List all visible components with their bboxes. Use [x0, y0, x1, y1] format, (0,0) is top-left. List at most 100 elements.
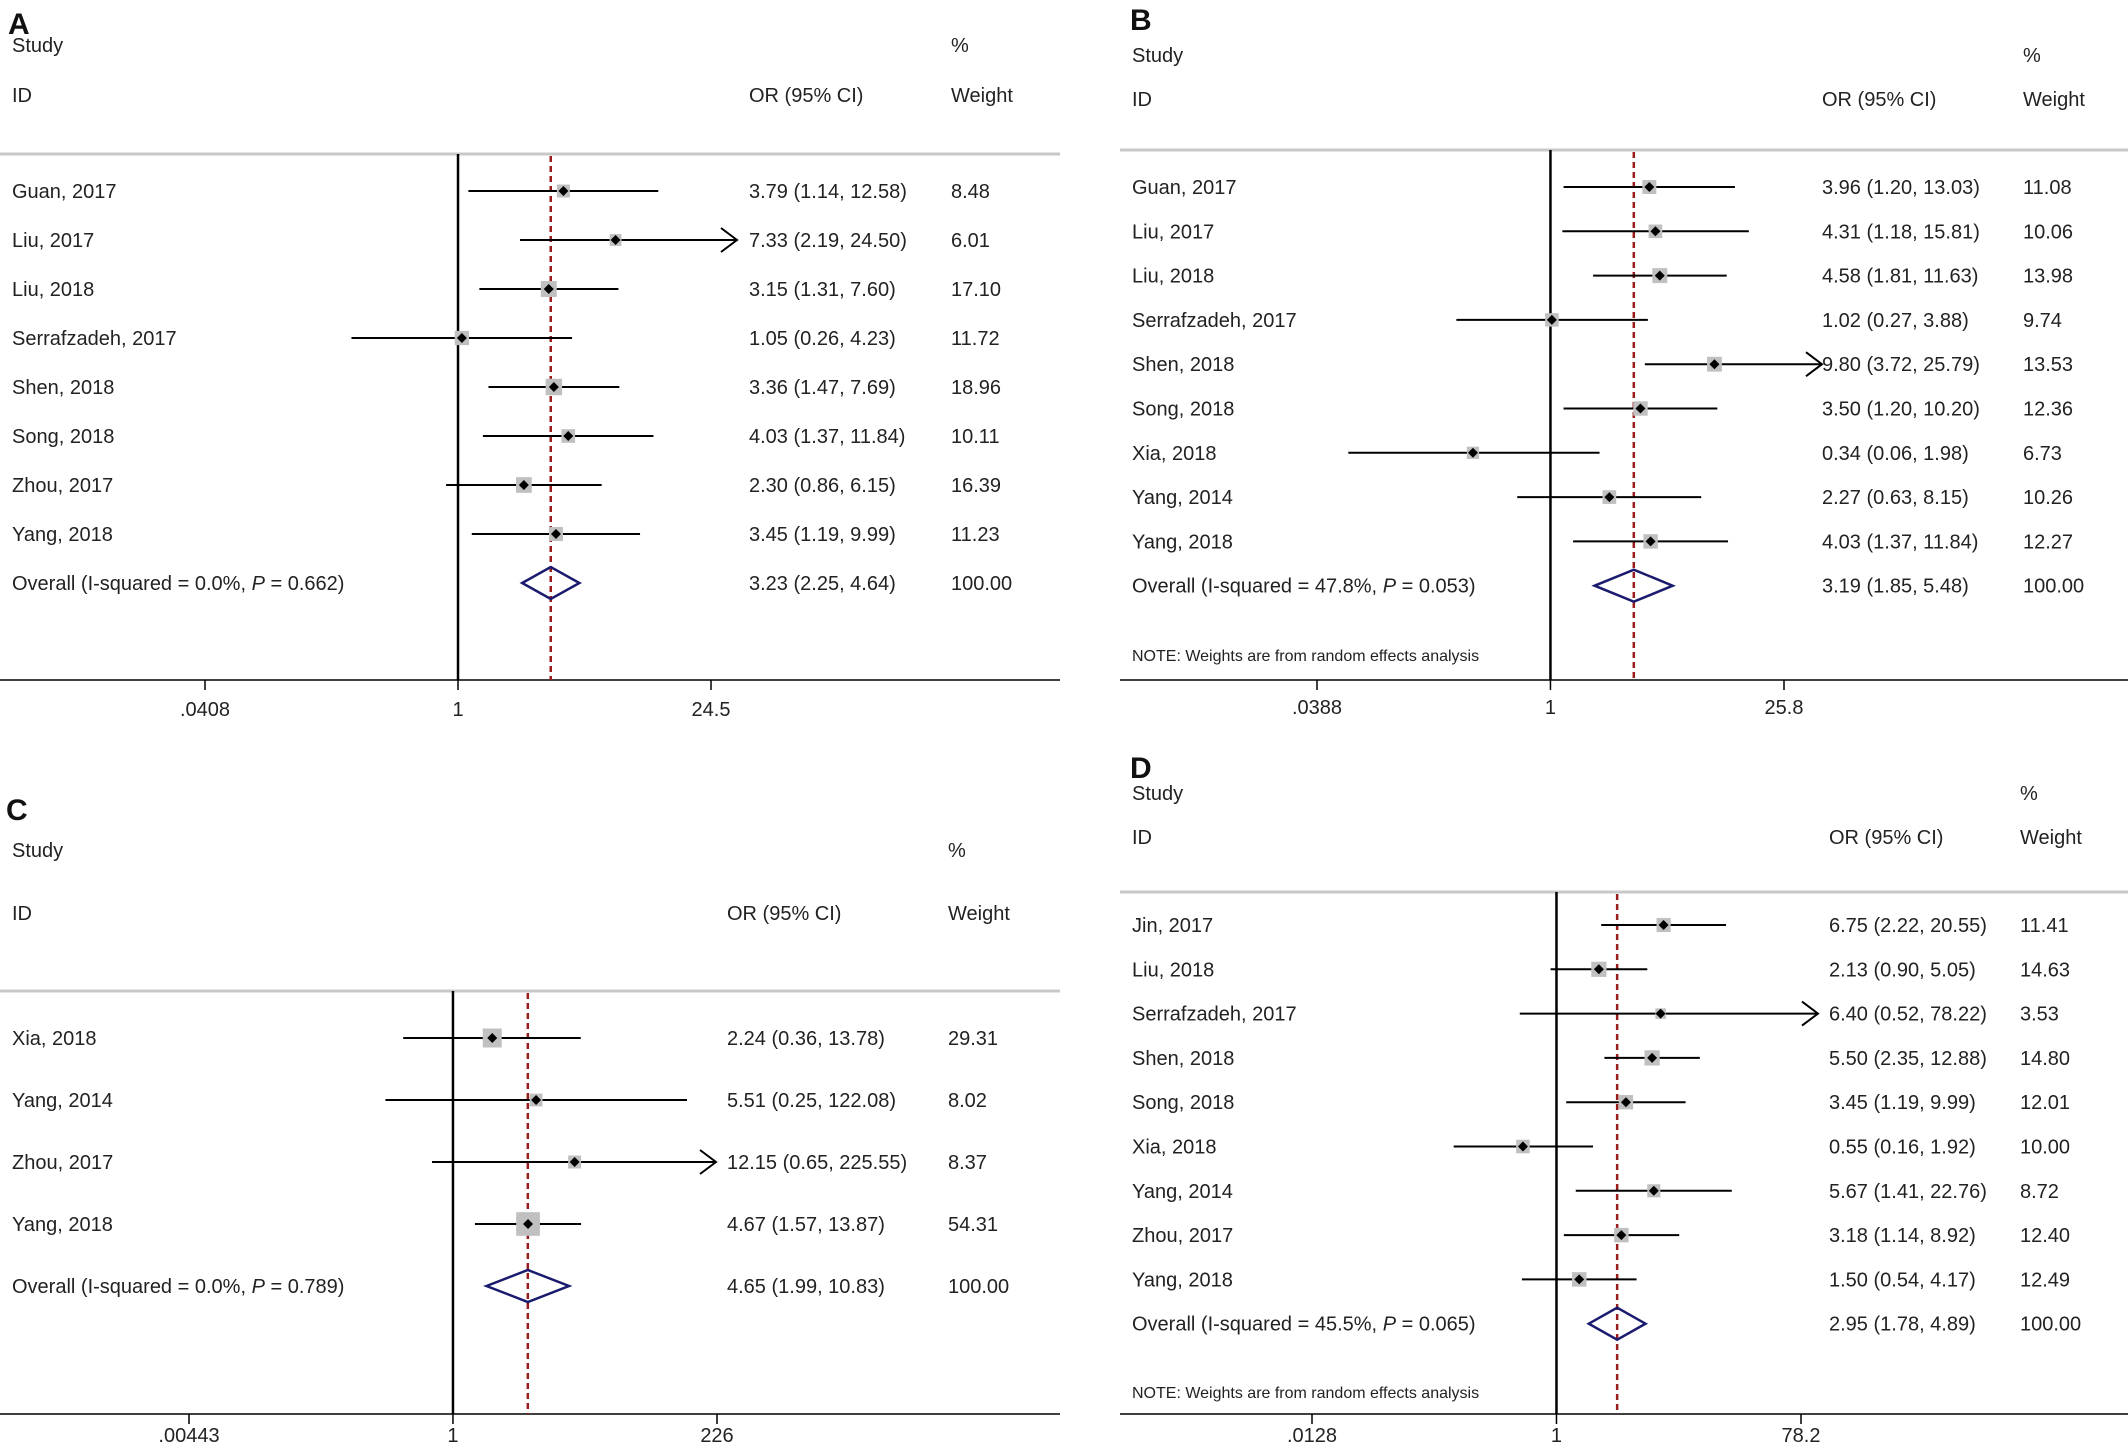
point-estimate — [1593, 964, 1604, 975]
study-row: Jin, 2017 6.75 (2.22, 20.55) 11.41 — [1132, 915, 2069, 937]
overall-row: Overall (I-squared = 47.8%, P = 0.053) 3.… — [1132, 568, 2084, 604]
study-row: Shen, 2018 5.50 (2.35, 12.88) 14.80 — [1132, 1048, 2070, 1070]
x-tick-label: .00443 — [158, 1425, 219, 1442]
study-label: Song, 2018 — [1132, 1092, 1234, 1114]
header-weight: Weight — [948, 903, 1010, 925]
overall-diamond — [483, 1268, 573, 1304]
weight-text: 11.41 — [2020, 915, 2069, 937]
study-row: Shen, 2018 3.36 (1.47, 7.69) 18.96 — [12, 377, 1001, 399]
header-study: Study — [12, 840, 63, 862]
point-estimate — [1616, 1230, 1627, 1241]
weight-text: 14.80 — [2020, 1048, 2070, 1070]
estimate-text: 3.45 (1.19, 9.99) — [749, 524, 896, 546]
point-estimate — [1658, 920, 1669, 930]
study-label: Xia, 2018 — [1132, 1137, 1217, 1159]
study-label: Yang, 2018 — [12, 1214, 113, 1236]
estimate-text: 6.40 (0.52, 78.22) — [1829, 1004, 1987, 1026]
overall-diamond — [1591, 568, 1676, 604]
header-percent: % — [948, 840, 966, 862]
study-label: Serrafzadeh, 2017 — [1132, 1004, 1297, 1026]
estimate-text: 2.27 (0.63, 8.15) — [1822, 487, 1969, 509]
study-label: Liu, 2018 — [1132, 959, 1214, 981]
study-label: Zhou, 2017 — [1132, 1225, 1233, 1247]
estimate-text: 5.67 (1.41, 22.76) — [1829, 1181, 1987, 1203]
point-estimate — [1647, 1052, 1658, 1063]
header-study: Study — [12, 35, 63, 57]
study-label: Liu, 2017 — [12, 230, 94, 252]
point-estimate — [550, 529, 561, 539]
study-label: Yang, 2014 — [1132, 487, 1233, 509]
overall-estimate-text: 2.95 (1.78, 4.89) — [1829, 1314, 1976, 1336]
weights-note: NOTE: Weights are from random effects an… — [1132, 1385, 1479, 1402]
study-row: Yang, 2014 5.51 (0.25, 122.08) 8.02 — [12, 1090, 987, 1112]
estimate-text: 6.75 (2.22, 20.55) — [1829, 915, 1987, 937]
x-tick-label: .0408 — [180, 699, 230, 721]
panel-label: D — [1130, 752, 1152, 785]
study-label: Jin, 2017 — [1132, 915, 1213, 937]
study-label: Yang, 2018 — [12, 524, 113, 546]
study-label: Shen, 2018 — [12, 377, 114, 399]
point-estimate — [1604, 492, 1615, 503]
estimate-text: 3.79 (1.14, 12.58) — [749, 181, 907, 203]
weight-text: 16.39 — [951, 475, 1001, 497]
weight-text: 6.01 — [951, 230, 990, 252]
weight-text: 10.06 — [2023, 221, 2073, 243]
estimate-text: 4.58 (1.81, 11.63) — [1822, 266, 1978, 288]
overall-estimate-text: 3.23 (2.25, 4.64) — [749, 573, 896, 595]
study-label: Yang, 2018 — [1132, 1269, 1233, 1291]
header-id: ID — [12, 85, 32, 107]
overall-row: Overall (I-squared = 0.0%, P = 0.662) 3.2… — [12, 565, 1012, 601]
ci-arrow — [1801, 1000, 1820, 1027]
header-id: ID — [1132, 827, 1152, 849]
point-estimate — [487, 1033, 498, 1043]
overall-weight-text: 100.00 — [951, 573, 1012, 595]
panel-b: B Study ID OR (95% CI)% Weight .0388 1 25.8 Guan… — [1120, 4, 2128, 719]
estimate-text: 1.50 (0.54, 4.17) — [1829, 1269, 1976, 1291]
study-row: Song, 2018 4.03 (1.37, 11.84) 10.11 — [12, 426, 1000, 448]
study-row: Guan, 2017 3.96 (1.20, 13.03) 11.08 — [1132, 177, 2072, 199]
point-estimate — [1635, 403, 1646, 414]
overall-diamond — [519, 565, 582, 601]
estimate-text: 7.33 (2.19, 24.50) — [749, 230, 907, 252]
estimate-text: 1.05 (0.26, 4.23) — [749, 328, 896, 350]
study-row: Yang, 2018 1.50 (0.54, 4.17) 12.49 — [1132, 1269, 2070, 1291]
weight-text: 11.23 — [951, 524, 1000, 546]
x-tick-label: 24.5 — [692, 699, 731, 721]
point-estimate — [1655, 1008, 1666, 1019]
study-row: Yang, 2018 4.03 (1.37, 11.84) 12.27 — [1132, 531, 2073, 553]
weight-text: 3.53 — [2020, 1004, 2059, 1026]
overall-row: Overall (I-squared = 0.0%, P = 0.789) 4.6… — [12, 1268, 1009, 1304]
weight-text: 12.36 — [2023, 399, 2073, 421]
study-row: Song, 2018 3.45 (1.19, 9.99) 12.01 — [1132, 1092, 2070, 1114]
study-row: Liu, 2018 4.58 (1.81, 11.63) 13.98 — [1132, 266, 2073, 288]
header-study: Study — [1132, 45, 1183, 67]
study-row: Yang, 2014 5.67 (1.41, 22.76) 8.72 — [1132, 1181, 2059, 1203]
study-row: Yang, 2018 4.67 (1.57, 13.87) 54.31 — [12, 1212, 998, 1236]
estimate-text: 0.55 (0.16, 1.92) — [1829, 1137, 1976, 1159]
study-label: Song, 2018 — [12, 426, 114, 448]
overall-label: Overall (I-squared = 47.8%, P = 0.053) — [1132, 576, 1476, 598]
estimate-text: 1.02 (0.27, 3.88) — [1822, 310, 1969, 332]
weight-text: 29.31 — [948, 1028, 998, 1050]
point-estimate — [543, 284, 554, 294]
point-estimate — [610, 235, 621, 245]
weight-text: 11.08 — [2023, 177, 2072, 199]
point-estimate — [1620, 1097, 1631, 1108]
header-weight: Weight — [951, 85, 1013, 107]
study-label: Guan, 2017 — [1132, 177, 1237, 199]
weight-text: 8.37 — [948, 1152, 987, 1174]
weights-note: NOTE: Weights are from random effects an… — [1132, 648, 1479, 665]
x-tick-label: .0128 — [1287, 1425, 1337, 1442]
weight-text: 18.96 — [951, 377, 1001, 399]
overall-label: Overall (I-squared = 45.5%, P = 0.065) — [1132, 1314, 1476, 1336]
estimate-text: 3.45 (1.19, 9.99) — [1829, 1092, 1976, 1114]
panel-label: C — [6, 794, 28, 827]
study-label: Guan, 2017 — [12, 181, 117, 203]
x-tick-label: 1 — [452, 699, 463, 721]
study-label: Yang, 2014 — [1132, 1181, 1233, 1203]
overall-weight-text: 100.00 — [2020, 1314, 2081, 1336]
study-label: Shen, 2018 — [1132, 354, 1234, 376]
point-estimate — [531, 1095, 542, 1105]
